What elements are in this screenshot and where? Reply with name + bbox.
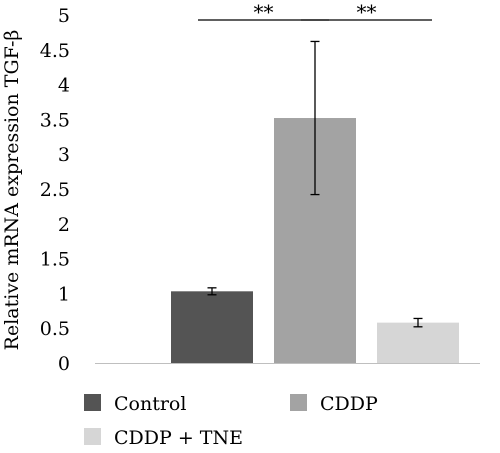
y-tick-label: 2 <box>58 214 70 236</box>
y-tick-label: 4.5 <box>40 40 70 62</box>
legend-swatch-2 <box>290 394 307 411</box>
bar-3 <box>377 322 459 363</box>
legend-swatch-3 <box>84 428 101 445</box>
y-tick-label: 5 <box>58 5 70 27</box>
y-tick-label: 0.5 <box>40 318 70 340</box>
bar-1 <box>171 291 253 363</box>
y-tick-label: 3.5 <box>40 109 70 131</box>
y-tick-label: 3 <box>58 144 70 166</box>
legend-label-1: Control <box>114 393 186 415</box>
significance-label-2: ** <box>357 0 377 24</box>
y-tick-label: 4 <box>58 75 70 97</box>
y-axis-label: Relative mRNA expression TGF-β <box>1 30 23 351</box>
legend-label-2: CDDP <box>320 393 378 415</box>
y-tick-label: 1 <box>58 283 70 305</box>
significance-label-1: ** <box>254 0 274 24</box>
legend-swatch-1 <box>84 394 101 411</box>
y-tick-label: 2.5 <box>40 179 70 201</box>
y-tick-label: 0 <box>58 353 70 375</box>
y-tick-label: 1.5 <box>40 249 70 271</box>
legend-label-3: CDDP + TNE <box>114 427 243 448</box>
